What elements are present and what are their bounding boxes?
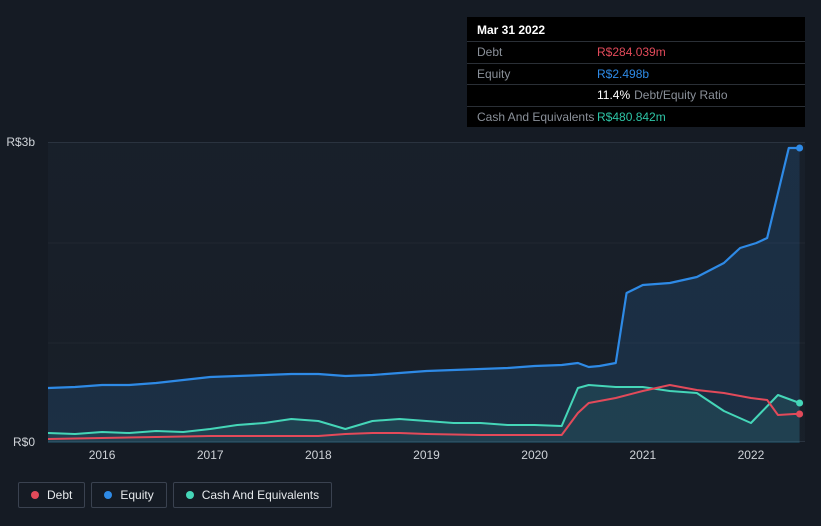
tooltip-value: R$2.498b bbox=[597, 67, 649, 81]
y-tick-label: R$0 bbox=[0, 435, 35, 449]
tooltip-row: Cash And EquivalentsR$480.842m bbox=[467, 106, 805, 127]
legend-item-equity[interactable]: Equity bbox=[91, 482, 166, 508]
tooltip-value: 11.4% bbox=[597, 88, 630, 102]
y-tick-label: R$3b bbox=[0, 135, 35, 149]
legend-label: Equity bbox=[120, 488, 153, 502]
legend-dot-icon bbox=[31, 491, 39, 499]
chart-legend: Debt Equity Cash And Equivalents bbox=[18, 482, 332, 508]
x-axis-labels: 2016 2017 2018 2019 2020 2021 2022 bbox=[48, 448, 805, 468]
tooltip-row: DebtR$284.039m bbox=[467, 41, 805, 62]
legend-label: Debt bbox=[47, 488, 72, 502]
tooltip-label: Debt bbox=[477, 45, 597, 59]
x-tick-label: 2022 bbox=[738, 448, 765, 462]
legend-dot-icon bbox=[104, 491, 112, 499]
chart-svg bbox=[48, 143, 805, 443]
legend-item-debt[interactable]: Debt bbox=[18, 482, 85, 508]
chart-tooltip: Mar 31 2022DebtR$284.039mEquityR$2.498b1… bbox=[467, 17, 805, 127]
x-tick-label: 2018 bbox=[305, 448, 332, 462]
end-dot-equity bbox=[796, 145, 803, 152]
tooltip-value: R$284.039m bbox=[597, 45, 666, 59]
legend-dot-icon bbox=[186, 491, 194, 499]
x-tick-label: 2019 bbox=[413, 448, 440, 462]
chart-plot-area bbox=[48, 142, 805, 442]
tooltip-value: R$480.842m bbox=[597, 110, 666, 124]
x-tick-label: 2021 bbox=[629, 448, 656, 462]
x-tick-label: 2017 bbox=[197, 448, 224, 462]
tooltip-row: EquityR$2.498b bbox=[467, 63, 805, 84]
legend-item-cash-and-equivalents[interactable]: Cash And Equivalents bbox=[173, 482, 332, 508]
legend-label: Cash And Equivalents bbox=[202, 488, 319, 502]
tooltip-date: Mar 31 2022 bbox=[467, 17, 805, 41]
tooltip-label: Cash And Equivalents bbox=[477, 110, 597, 124]
end-dot-cash bbox=[796, 400, 803, 407]
tooltip-label: Equity bbox=[477, 67, 597, 81]
end-dot-debt bbox=[796, 411, 803, 418]
tooltip-row: 11.4% Debt/Equity Ratio bbox=[467, 84, 805, 105]
x-tick-label: 2020 bbox=[521, 448, 548, 462]
tooltip-suffix: Debt/Equity Ratio bbox=[634, 88, 727, 102]
x-tick-label: 2016 bbox=[89, 448, 116, 462]
